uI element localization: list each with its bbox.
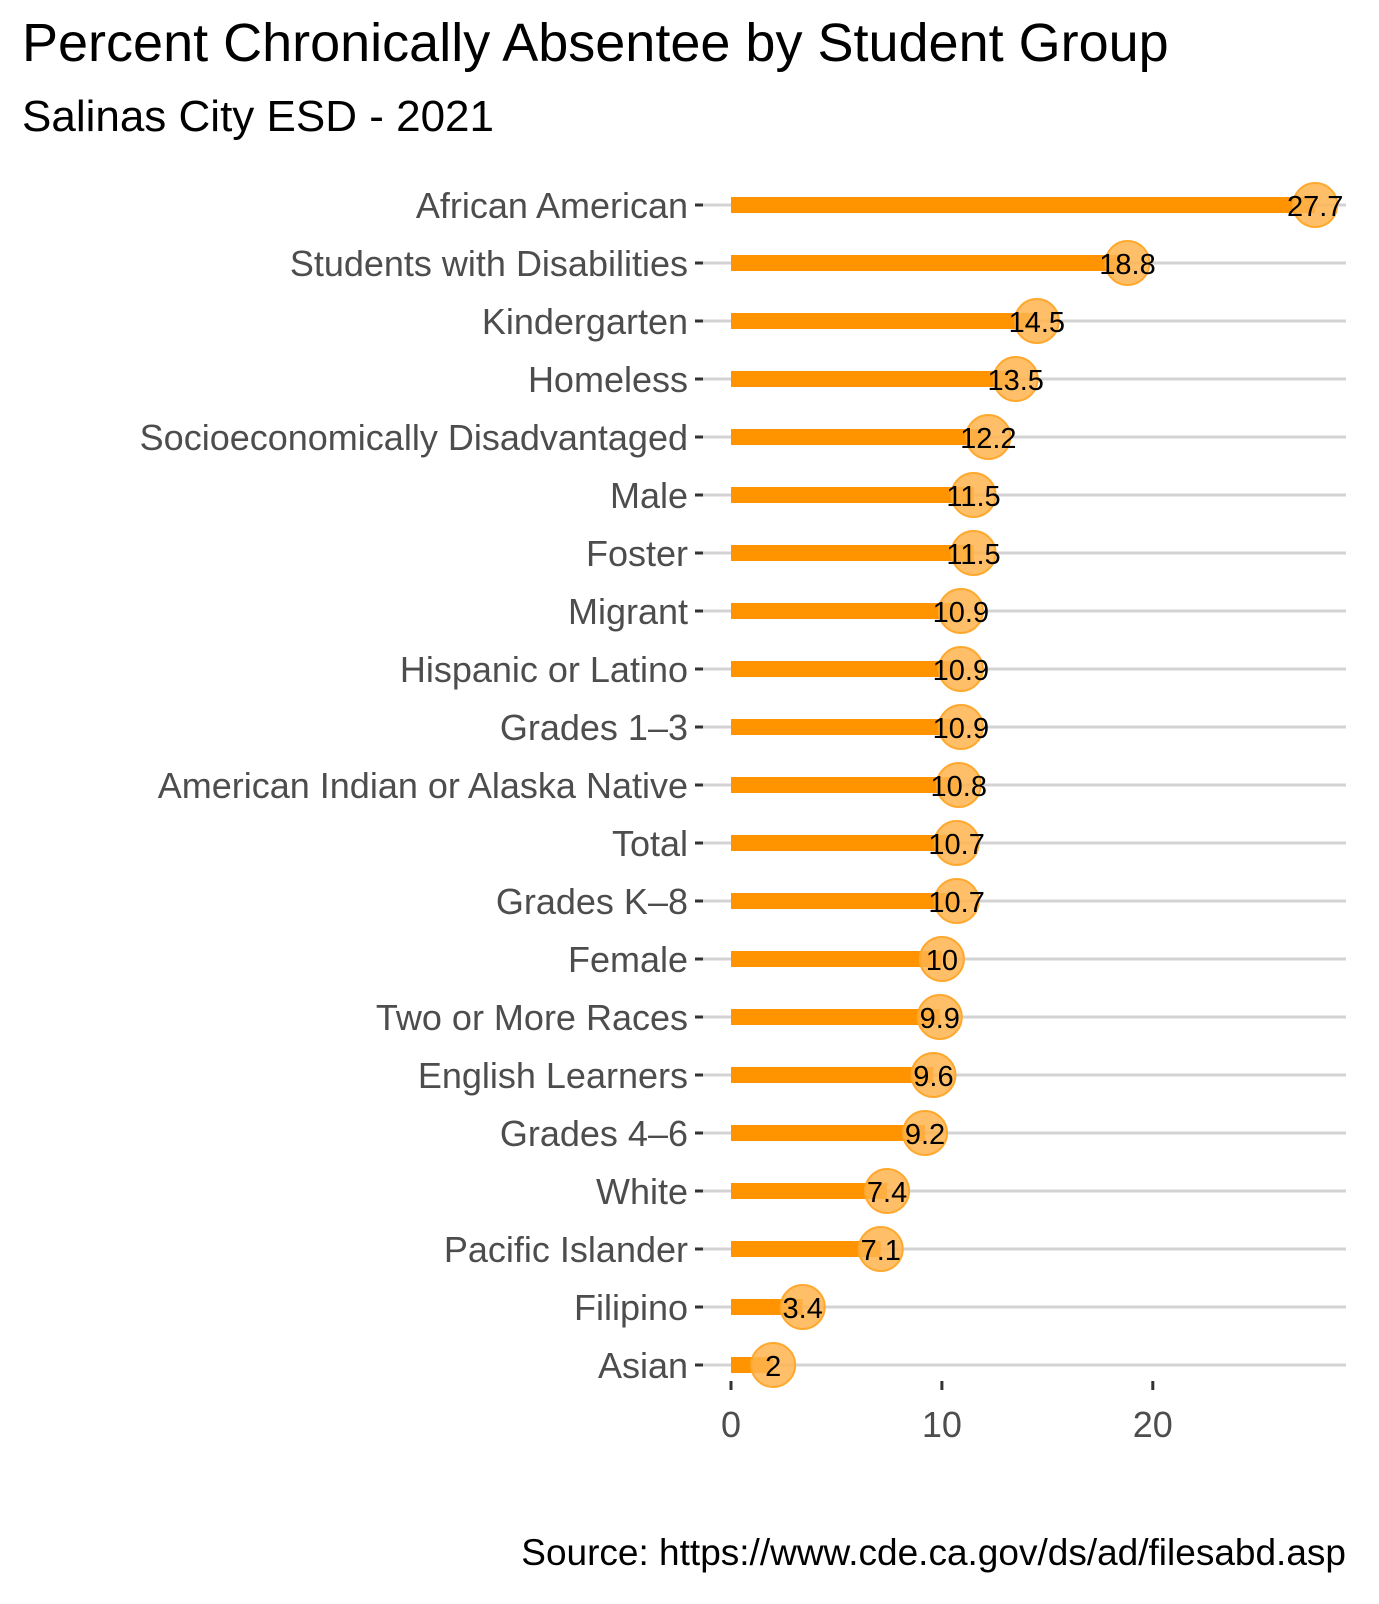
category-label: English Learners	[418, 1055, 688, 1096]
category-label: Male	[610, 475, 688, 516]
bar	[731, 951, 942, 967]
bar	[731, 197, 1316, 213]
data-point	[750, 1342, 797, 1388]
category-label: Kindergarten	[482, 301, 688, 342]
category-label: Migrant	[568, 591, 688, 632]
bar	[731, 1125, 926, 1141]
category-label: Students with Disabilities	[290, 243, 688, 284]
data-label: 3.4	[783, 1293, 823, 1325]
bar	[731, 371, 1016, 387]
category-label: Two or More Races	[376, 997, 688, 1038]
data-label: 10.7	[928, 829, 984, 861]
data-label: 11.5	[946, 481, 1000, 513]
data-point	[937, 588, 984, 634]
data-label: 10.9	[933, 597, 989, 629]
x-tick-label: 10	[922, 1404, 962, 1445]
value-labels: 27.7 18.8 14.5 13.5 12.2 11.5 11.5 10.9 10.9 10.9…	[765, 191, 1343, 1383]
data-label: 11.5	[946, 539, 1000, 571]
bar	[731, 429, 989, 445]
chart-title: Percent Chronically Absentee by Student …	[22, 13, 1169, 73]
category-labels: African American Students with Disabiliti…	[140, 185, 703, 1386]
data-point	[935, 762, 982, 808]
x-tick-label: 20	[1133, 1404, 1173, 1445]
data-point	[933, 878, 980, 924]
bar	[731, 1067, 934, 1083]
bar	[731, 1183, 888, 1199]
data-point	[937, 704, 984, 750]
bar	[731, 1009, 940, 1025]
data-label: 9.9	[920, 1003, 960, 1035]
bar	[731, 719, 961, 735]
data-point	[910, 1052, 957, 1098]
data-point	[965, 414, 1012, 460]
data-point	[857, 1226, 904, 1272]
data-label: 18.8	[1099, 249, 1155, 281]
category-label: Homeless	[528, 359, 688, 400]
category-label: Grades 1–3	[500, 707, 688, 748]
data-point	[1013, 298, 1060, 344]
bar	[731, 255, 1128, 271]
data-point	[937, 646, 984, 692]
chart-caption: Source: https://www.cde.ca.gov/ds/ad/fil…	[521, 1532, 1346, 1573]
category-label: Hispanic or Latino	[400, 649, 688, 690]
chart-subtitle: Salinas City ESD - 2021	[22, 92, 494, 141]
bar	[731, 893, 957, 909]
data-label: 9.6	[913, 1061, 953, 1093]
data-point	[950, 472, 997, 518]
bar	[731, 777, 959, 793]
data-point	[1292, 182, 1339, 228]
bar	[731, 603, 961, 619]
data-label: 10.7	[928, 887, 984, 919]
data-label: 10.8	[931, 771, 987, 803]
category-label: American Indian or Alaska Native	[158, 765, 688, 806]
data-label: 10	[926, 945, 958, 977]
bar	[731, 835, 957, 851]
category-label: African American	[416, 185, 688, 226]
data-label: 14.5	[1009, 307, 1065, 339]
data-point	[902, 1110, 949, 1156]
data-point	[864, 1168, 911, 1214]
bar	[731, 487, 974, 503]
data-label: 10.9	[933, 655, 989, 687]
bar	[731, 313, 1037, 329]
data-label: 12.2	[960, 423, 1016, 455]
data-point	[950, 530, 997, 576]
category-label: Grades K–8	[496, 881, 688, 922]
data-label: 7.1	[861, 1235, 901, 1267]
data-label: 9.2	[905, 1119, 945, 1151]
category-label: Total	[612, 823, 688, 864]
bar	[731, 1241, 881, 1257]
category-label: Grades 4–6	[500, 1113, 688, 1154]
data-label: 7.4	[867, 1177, 907, 1209]
data-point	[916, 994, 963, 1040]
data-point	[779, 1284, 826, 1330]
bar	[731, 545, 974, 561]
bar	[731, 661, 961, 677]
data-point	[933, 820, 980, 866]
x-axis: 0 10 20	[721, 1381, 1173, 1445]
points	[750, 182, 1339, 1388]
x-tick-label: 0	[721, 1404, 741, 1445]
category-label: Foster	[586, 533, 688, 574]
category-label: Socioeconomically Disadvantaged	[140, 417, 688, 458]
data-label: 27.7	[1287, 191, 1343, 223]
data-point	[1104, 240, 1151, 286]
data-label: 10.9	[933, 713, 989, 745]
data-point	[918, 936, 965, 982]
data-label: 13.5	[987, 365, 1043, 397]
category-label: Pacific Islander	[444, 1229, 688, 1270]
data-point	[992, 356, 1039, 402]
category-label: Female	[568, 939, 688, 980]
category-label: Asian	[598, 1345, 688, 1386]
data-label: 2	[765, 1351, 781, 1383]
category-label: White	[596, 1171, 688, 1212]
category-label: Filipino	[574, 1287, 688, 1328]
